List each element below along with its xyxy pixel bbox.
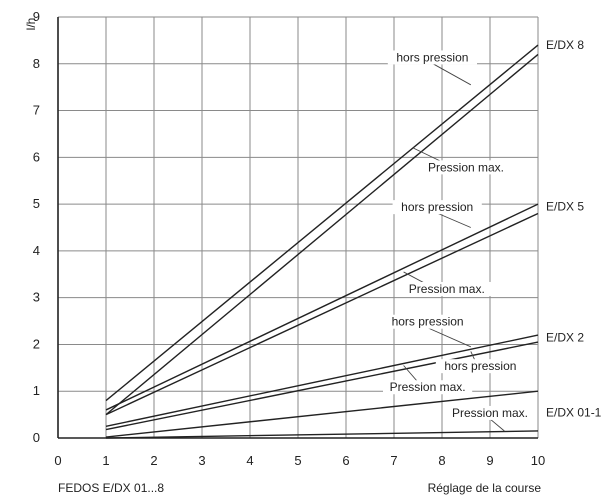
series-line	[105, 390, 539, 438]
x-tick-label: 10	[531, 453, 545, 468]
model-label: E/DX 01-1	[546, 405, 602, 419]
annotation-label: hors pression	[444, 359, 516, 373]
y-tick-label: 0	[33, 430, 40, 445]
y-tick-label: 1	[33, 383, 40, 398]
x-tick-label: 9	[486, 453, 493, 468]
annotation-label: hors pression	[396, 50, 468, 64]
annotation-background	[445, 405, 535, 420]
series-lines	[105, 44, 539, 439]
grid-lines	[58, 16, 539, 438]
series-line	[105, 203, 539, 411]
annotation-leader	[437, 212, 471, 228]
x-tick-label: 5	[294, 453, 301, 468]
annotations: hors pression Pression max. hors pression P…	[383, 50, 535, 420]
x-tick-label: 6	[342, 453, 349, 468]
y-tick-label: 2	[33, 336, 40, 351]
annotation-background	[387, 50, 477, 65]
x-tick-label: 1	[102, 453, 109, 468]
x-axis-label: Réglage de la course	[428, 481, 542, 495]
series-line	[105, 44, 539, 402]
annotation-background	[435, 359, 525, 374]
y-tick-label: 4	[33, 243, 40, 258]
model-labels: E/DX 8 E/DX 5 E/DX 2 E/DX 01-1	[546, 38, 602, 419]
series-line	[105, 430, 539, 439]
series-line	[105, 212, 539, 416]
x-tick-label: 8	[438, 453, 445, 468]
annotation-label: Pression max.	[390, 380, 466, 394]
annotation-label: hors pression	[392, 315, 464, 329]
x-tick-label: 7	[390, 453, 397, 468]
annotation-background	[392, 200, 482, 215]
annotation-label: Pression max.	[409, 282, 485, 296]
model-label: E/DX 8	[546, 38, 584, 52]
series-line	[105, 334, 539, 427]
model-label: E/DX 2	[546, 330, 584, 344]
y-tick-label: 6	[33, 149, 40, 164]
y-axis-label: l/h	[24, 18, 38, 31]
annotation-background	[383, 380, 473, 395]
series-line	[105, 53, 539, 416]
annotation-leaders	[403, 63, 505, 432]
y-tick-label: 5	[33, 196, 40, 211]
y-tick-label: 9	[33, 9, 40, 24]
footer-left-label: FEDOS E/DX 01...8	[58, 481, 164, 495]
annotation-background	[421, 160, 511, 175]
x-tick-label: 4	[246, 453, 253, 468]
annotation-background	[402, 281, 492, 296]
tick-labels: 0 1 2 3 4 5 6 7 8 9 10 0 1 2 3 4 5 6 7 8 9	[33, 9, 545, 468]
x-tick-label: 0	[54, 453, 61, 468]
model-label: E/DX 5	[546, 199, 584, 213]
annotation-leader	[427, 327, 471, 348]
y-tick-label: 8	[33, 56, 40, 71]
annotation-label: Pression max.	[452, 406, 528, 420]
annotation-label: Pression max.	[428, 160, 504, 174]
x-tick-label: 2	[150, 453, 157, 468]
annotation-leader	[432, 63, 472, 86]
series-line	[105, 341, 539, 431]
annotation-background	[383, 314, 473, 329]
y-tick-label: 7	[33, 103, 40, 118]
y-tick-label: 3	[33, 290, 40, 305]
x-tick-label: 3	[198, 453, 205, 468]
annotation-leader	[489, 418, 505, 432]
annotation-label: hors pression	[401, 200, 473, 214]
